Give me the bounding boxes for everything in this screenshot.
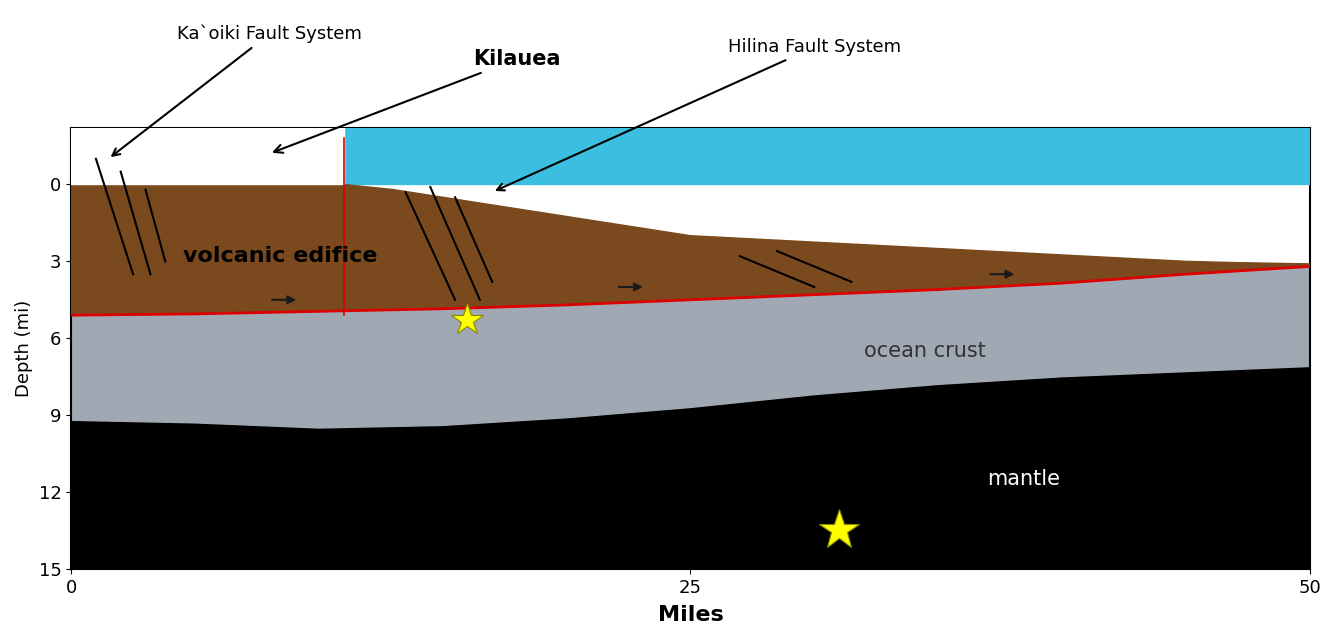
- Polygon shape: [71, 128, 343, 184]
- Text: Kilauea: Kilauea: [274, 49, 561, 153]
- Polygon shape: [71, 128, 1309, 184]
- Text: Ka`oiki Fault System: Ka`oiki Fault System: [112, 25, 362, 156]
- Polygon shape: [71, 143, 1309, 315]
- Y-axis label: Depth (mi): Depth (mi): [15, 300, 33, 397]
- Polygon shape: [71, 266, 1309, 428]
- Polygon shape: [71, 128, 343, 184]
- Text: volcanic edifice: volcanic edifice: [183, 246, 377, 266]
- Text: mantle: mantle: [987, 469, 1061, 489]
- Polygon shape: [71, 367, 1309, 569]
- Text: Hilina Fault System: Hilina Fault System: [497, 38, 900, 190]
- X-axis label: Miles: Miles: [657, 605, 723, 625]
- Text: ocean crust: ocean crust: [864, 341, 986, 361]
